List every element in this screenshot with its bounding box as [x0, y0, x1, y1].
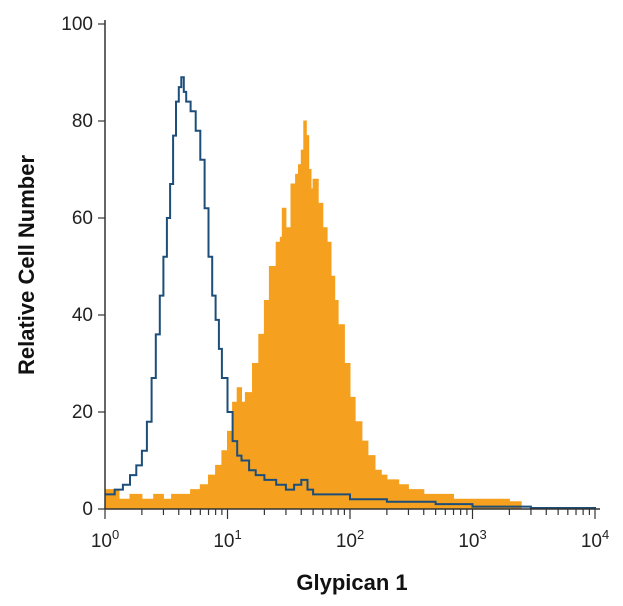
axes-layer — [104, 20, 600, 510]
y-tick-label: 60 — [72, 208, 93, 229]
x-tick-label: 100 — [91, 527, 119, 552]
y-tick-label: 40 — [72, 305, 93, 326]
y-tick-label: 20 — [72, 402, 93, 423]
y-tick-label: 0 — [82, 499, 93, 520]
filled-histogram-series — [104, 120, 522, 510]
x-tick-label: 101 — [213, 527, 241, 552]
x-tick-label: 103 — [458, 527, 486, 552]
x-axis-title: Glypican 1 — [296, 570, 407, 595]
y-tick-label: 80 — [72, 111, 93, 132]
outline-histogram-series — [105, 76, 596, 509]
x-tick-label: 104 — [581, 527, 609, 552]
series-layer — [104, 76, 596, 510]
ticks-layer: 0 20 40 60 80 100 100 101 102 103 104 — [61, 14, 609, 552]
x-tick-label: 102 — [336, 527, 364, 552]
y-axis-title: Relative Cell Number — [14, 155, 39, 376]
y-tick-label: 100 — [61, 14, 93, 35]
